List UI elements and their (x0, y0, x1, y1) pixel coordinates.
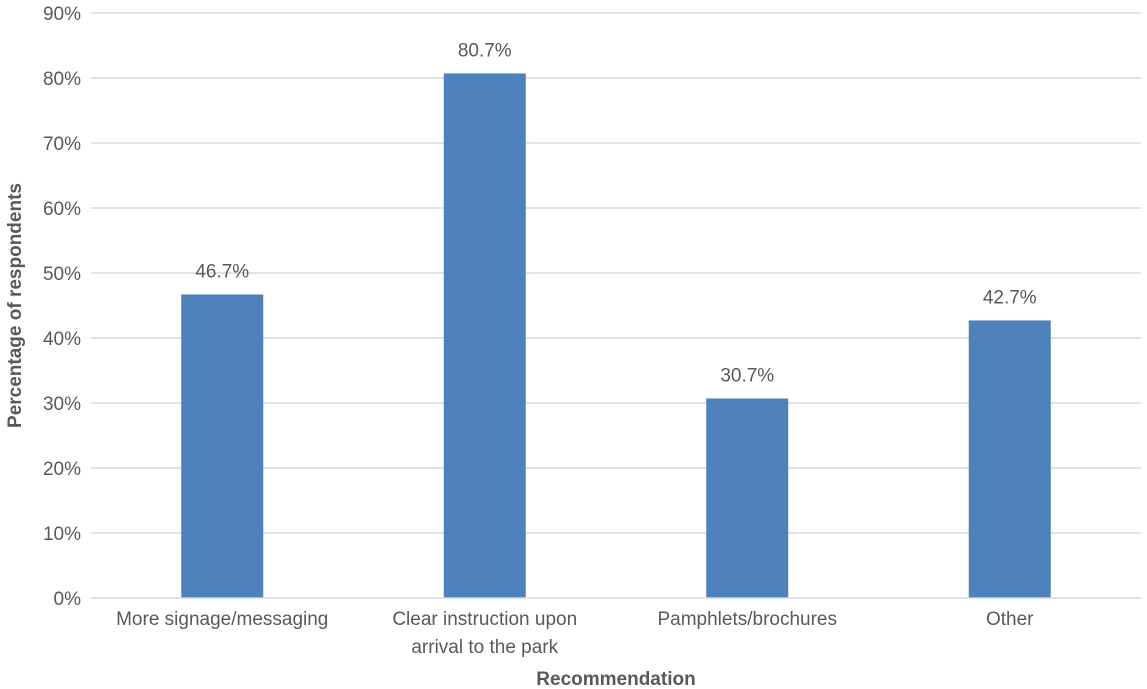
bars (181, 73, 1051, 598)
y-tick-label: 0% (54, 589, 82, 610)
x-tick-label: Pamphlets/brochures (657, 609, 837, 630)
y-tick-label: 80% (43, 69, 81, 90)
data-labels: 46.7% 80.7% 30.7% 42.7% (195, 40, 1036, 386)
x-tick-label: Clear instruction upon arrival to the par… (392, 609, 577, 658)
data-label: 30.7% (720, 365, 774, 386)
x-tick-label-line: Clear instruction upon (392, 609, 577, 630)
y-tick-label: 60% (43, 199, 81, 220)
bar (706, 398, 789, 598)
bar (443, 73, 526, 598)
y-axis-ticks: 0% 10% 20% 30% 40% 50% 60% 70% 80% 90% (43, 4, 81, 610)
data-label: 46.7% (195, 261, 249, 282)
x-tick-label-line: Pamphlets/brochures (657, 609, 837, 630)
x-axis-ticks: More signage/messaging Clear instruction … (116, 609, 1034, 658)
y-tick-label: 90% (43, 4, 81, 25)
x-tick-label: Other (986, 609, 1034, 630)
data-label: 80.7% (458, 40, 512, 61)
y-tick-label: 40% (43, 329, 81, 350)
y-axis-title: Percentage of respondents (5, 183, 26, 428)
x-tick-label-line: Other (986, 609, 1034, 630)
x-tick-label-line: More signage/messaging (116, 609, 328, 630)
y-tick-label: 10% (43, 524, 81, 545)
y-tick-label: 50% (43, 264, 81, 285)
x-tick-label: More signage/messaging (116, 609, 328, 630)
x-axis-title: Recommendation (536, 669, 695, 689)
gridlines (91, 12, 1141, 534)
y-tick-label: 30% (43, 394, 81, 415)
y-tick-label: 20% (43, 459, 81, 480)
data-label: 42.7% (983, 287, 1037, 308)
x-tick-label-line: arrival to the park (411, 637, 558, 658)
y-tick-label: 70% (43, 134, 81, 155)
bar (968, 320, 1051, 598)
bar (181, 294, 264, 598)
